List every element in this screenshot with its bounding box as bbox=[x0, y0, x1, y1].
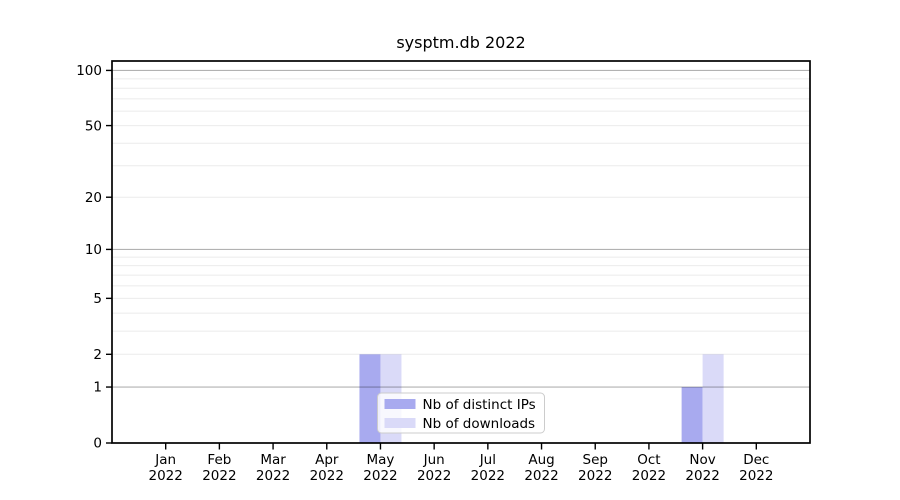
legend-swatch-downloads bbox=[384, 418, 416, 428]
grid-layer bbox=[112, 69, 810, 388]
y-tick-label: 50 bbox=[85, 118, 102, 134]
x-tick-label-month: May bbox=[367, 452, 395, 468]
x-tick-label-year: 2022 bbox=[471, 468, 505, 484]
frame-layer bbox=[111, 60, 811, 444]
legend-label: Nb of distinct IPs bbox=[423, 397, 536, 413]
bar-nb-of-distinct-ips-nov bbox=[681, 387, 703, 443]
x-tick-label-month: Oct bbox=[637, 452, 660, 468]
x-tick-label-year: 2022 bbox=[149, 468, 183, 484]
x-tick-label-month: Aug bbox=[528, 452, 554, 468]
x-tick-label-year: 2022 bbox=[632, 468, 666, 484]
y-tick-label: 5 bbox=[93, 291, 102, 307]
labels-layer: 0125102050100Jan2022Feb2022Mar2022Apr202… bbox=[76, 63, 773, 484]
x-tick-label-year: 2022 bbox=[524, 468, 558, 484]
legend: Nb of distinct IPs Nb of downloads bbox=[377, 392, 545, 434]
x-tick-label-month: Sep bbox=[583, 452, 608, 468]
x-tick-label-year: 2022 bbox=[578, 468, 612, 484]
x-tick-label-year: 2022 bbox=[739, 468, 773, 484]
bar-nb-of-distinct-ips-may bbox=[359, 354, 381, 443]
y-tick-label: 100 bbox=[76, 63, 102, 79]
bar-nb-of-downloads-nov bbox=[702, 354, 724, 443]
x-tick-label-year: 2022 bbox=[310, 468, 344, 484]
legend-label: Nb of downloads bbox=[423, 416, 536, 432]
x-tick-label-month: Dec bbox=[743, 452, 769, 468]
y-tick-label: 20 bbox=[85, 190, 102, 206]
chart-title: sysptm.db 2022 bbox=[396, 33, 525, 52]
legend-swatch-distinct-ips bbox=[384, 399, 416, 409]
plot-frame bbox=[111, 60, 811, 444]
x-tick-label-month: Jul bbox=[479, 452, 496, 468]
y-tick-label: 2 bbox=[93, 347, 102, 363]
x-tick-label-month: Jan bbox=[154, 452, 176, 468]
legend-box bbox=[377, 392, 545, 434]
x-tick-label-year: 2022 bbox=[363, 468, 397, 484]
x-tick-label-year: 2022 bbox=[685, 468, 719, 484]
x-tick-label-month: Jun bbox=[423, 452, 445, 468]
x-tick-label-month: Nov bbox=[689, 452, 715, 468]
x-tick-label-month: Apr bbox=[315, 452, 339, 468]
x-tick-label-year: 2022 bbox=[202, 468, 236, 484]
y-tick-label: 1 bbox=[93, 380, 102, 396]
ticks-layer bbox=[106, 69, 758, 450]
x-tick-label-month: Mar bbox=[260, 452, 286, 468]
x-tick-label-year: 2022 bbox=[256, 468, 290, 484]
x-tick-label-month: Feb bbox=[207, 452, 231, 468]
y-tick-label: 0 bbox=[93, 436, 102, 452]
y-tick-label: 10 bbox=[85, 242, 102, 258]
x-tick-label-year: 2022 bbox=[417, 468, 451, 484]
